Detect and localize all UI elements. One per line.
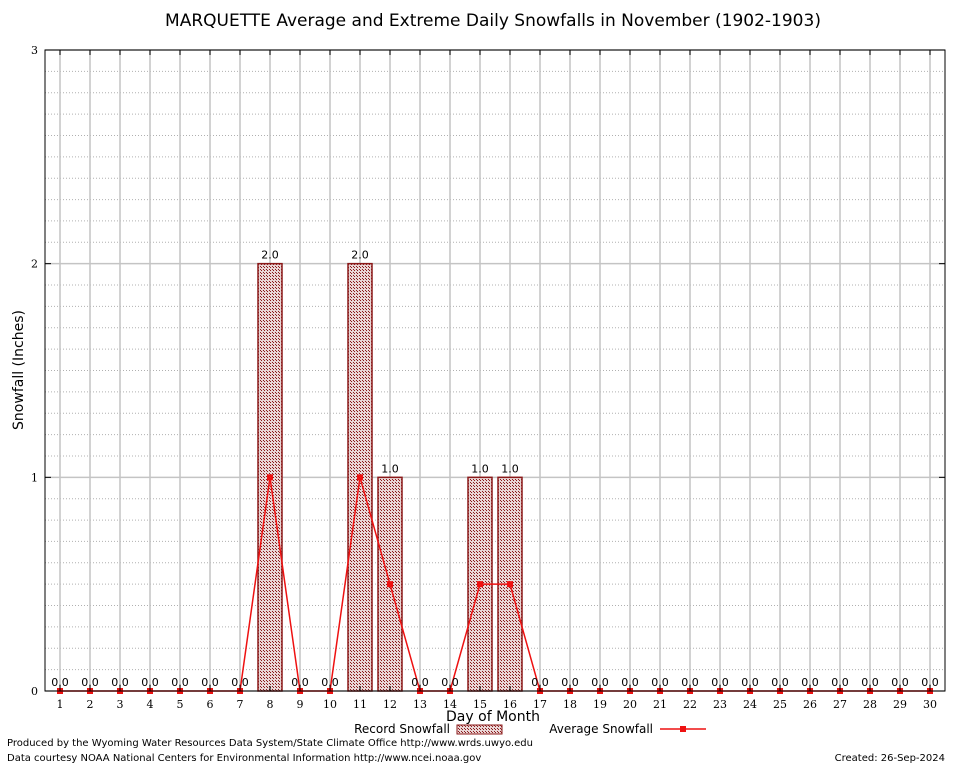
grid-layer	[45, 49, 945, 692]
x-tick-label: 4	[147, 698, 154, 711]
record-value-label: 0.0	[861, 676, 879, 689]
x-tick-label: 20	[623, 698, 637, 711]
x-tick-label: 25	[773, 698, 787, 711]
x-tick-label: 18	[563, 698, 577, 711]
data-labels-layer: 0.0 0.0 0.0 0.0 0.0 0.0 0.0 2.0 0.0 0.0 2.0 1.0 0.0 0…	[51, 249, 939, 689]
x-tick-label: 29	[893, 698, 907, 711]
record-value-label: 0.0	[141, 676, 159, 689]
record-value-label: 0.0	[591, 676, 609, 689]
record-value-label: 0.0	[531, 676, 549, 689]
record-value-label: 0.0	[231, 676, 249, 689]
record-value-label: 0.0	[621, 676, 639, 689]
x-tick-label: 6	[207, 698, 214, 711]
x-tick-label: 7	[237, 698, 244, 711]
x-tick-label: 30	[923, 698, 937, 711]
x-tick-label: 3	[117, 698, 124, 711]
record-bar	[257, 262, 283, 692]
bars-layer	[257, 262, 523, 692]
x-tick-label: 23	[713, 698, 727, 711]
record-value-label: 0.0	[681, 676, 699, 689]
record-value-label: 0.0	[81, 676, 99, 689]
record-value-label: 2.0	[261, 249, 279, 262]
x-tick-label: 27	[833, 698, 847, 711]
record-value-label: 0.0	[711, 676, 729, 689]
legend-record-swatch	[456, 724, 503, 735]
y-tick-label: 3	[31, 44, 38, 57]
record-value-label: 1.0	[381, 462, 399, 475]
plot-frame	[44, 49, 946, 692]
y-tick-label: 1	[31, 471, 38, 484]
record-value-label: 0.0	[561, 676, 579, 689]
record-value-label: 0.0	[321, 676, 339, 689]
x-tick-label: 1	[57, 698, 64, 711]
record-value-label: 0.0	[201, 676, 219, 689]
record-value-label: 0.0	[831, 676, 849, 689]
x-tick-label: 24	[743, 698, 757, 711]
x-tick-label: 14	[443, 698, 457, 711]
x-tick-label: 8	[267, 698, 274, 711]
record-value-label: 1.0	[501, 462, 519, 475]
average-marker	[387, 581, 393, 588]
x-tick-label: 11	[353, 698, 367, 711]
footer-courtesy: Data courtesy NOAA National Centers for …	[7, 753, 482, 764]
record-value-label: 0.0	[891, 676, 909, 689]
record-value-label: 2.0	[351, 249, 369, 262]
average-marker	[267, 474, 273, 481]
record-value-label: 0.0	[771, 676, 789, 689]
record-value-label: 0.0	[801, 676, 819, 689]
x-tick-label: 9	[297, 698, 304, 711]
legend-record-label: Record Snowfall	[354, 722, 450, 736]
legend: Record Snowfall Average Snowfall	[354, 722, 706, 736]
record-value-label: 0.0	[741, 676, 759, 689]
legend-average-marker	[680, 726, 686, 732]
footer-produced-by: Produced by the Wyoming Water Resources …	[7, 738, 533, 749]
average-marker	[507, 581, 513, 588]
record-value-label: 0.0	[651, 676, 669, 689]
y-axis-title: Snowfall (Inches)	[11, 310, 27, 430]
x-tick-label: 12	[383, 698, 397, 711]
chart-title: MARQUETTE Average and Extreme Daily Snow…	[165, 11, 821, 31]
x-tick-label: 15	[473, 698, 487, 711]
x-tick-label: 26	[803, 698, 817, 711]
x-tick-label: 21	[653, 698, 667, 711]
average-snowfall-line	[60, 477, 930, 692]
record-value-label: 1.0	[471, 462, 489, 475]
record-value-label: 0.0	[441, 676, 459, 689]
legend-average-label: Average Snowfall	[549, 722, 653, 736]
x-tick-label: 13	[413, 698, 427, 711]
x-tick-label: 28	[863, 698, 877, 711]
x-tick-label: 16	[503, 698, 517, 711]
x-tick-label: 22	[683, 698, 697, 711]
record-value-label: 0.0	[921, 676, 939, 689]
y-tick-label: 0	[31, 685, 38, 698]
average-marker	[477, 581, 483, 588]
record-value-label: 0.0	[291, 676, 309, 689]
y-tick-label: 2	[31, 258, 38, 271]
x-tick-label: 19	[593, 698, 607, 711]
record-value-label: 0.0	[411, 676, 429, 689]
footer-created: Created: 26-Sep-2024	[834, 753, 945, 764]
record-value-label: 0.0	[111, 676, 129, 689]
average-marker	[357, 474, 363, 481]
record-value-label: 0.0	[171, 676, 189, 689]
record-value-label: 0.0	[51, 676, 69, 689]
x-tick-label: 17	[533, 698, 547, 711]
x-tick-label: 2	[87, 698, 94, 711]
x-tick-label: 10	[323, 698, 337, 711]
x-tick-label: 5	[177, 698, 184, 711]
x-axis-title: Day of Month	[446, 709, 540, 725]
